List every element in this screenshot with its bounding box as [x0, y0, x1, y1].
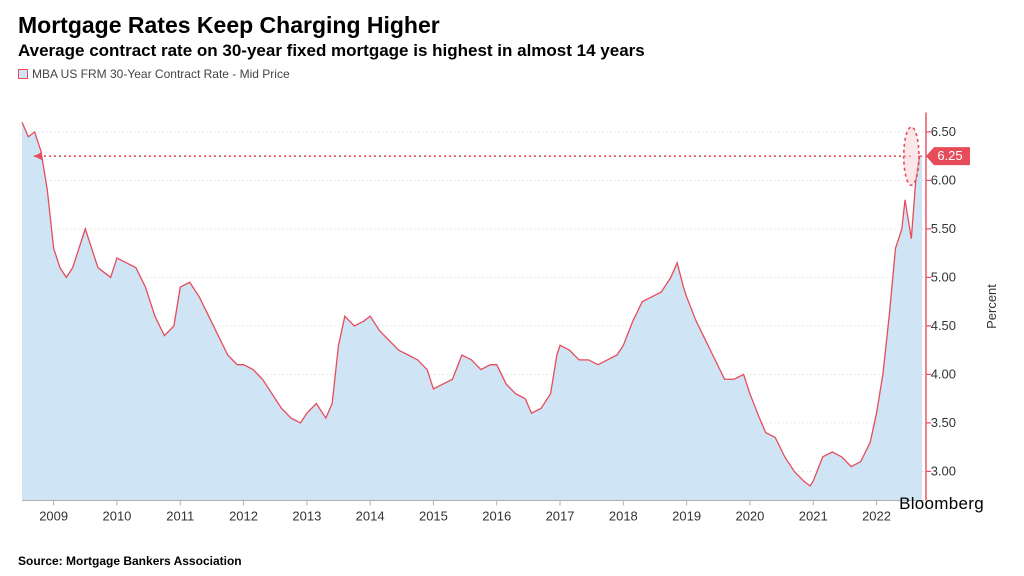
svg-text:5.00: 5.00 — [931, 269, 956, 284]
svg-text:3.00: 3.00 — [931, 463, 956, 478]
svg-text:2021: 2021 — [799, 509, 828, 524]
source-line: Source: Mortgage Bankers Association — [18, 554, 1006, 568]
svg-text:2013: 2013 — [292, 509, 321, 524]
svg-text:2017: 2017 — [546, 509, 575, 524]
legend: MBA US FRM 30-Year Contract Rate - Mid P… — [18, 67, 1006, 81]
svg-text:3.50: 3.50 — [931, 415, 956, 430]
svg-text:2016: 2016 — [482, 509, 511, 524]
svg-text:6.00: 6.00 — [931, 172, 956, 187]
svg-text:2009: 2009 — [39, 509, 68, 524]
svg-text:2010: 2010 — [102, 509, 131, 524]
svg-text:2020: 2020 — [735, 509, 764, 524]
legend-swatch — [18, 69, 28, 79]
svg-text:4.50: 4.50 — [931, 318, 956, 333]
chart-area: 3.00 3.50 4.00 4.50 5.00 5.50 6.00 6.50 2009 2010… — [18, 83, 1006, 550]
svg-text:2012: 2012 — [229, 509, 258, 524]
svg-text:2015: 2015 — [419, 509, 448, 524]
svg-text:2019: 2019 — [672, 509, 701, 524]
area-chart: 3.00 3.50 4.00 4.50 5.00 5.50 6.00 6.50 2009 2010… — [18, 83, 1006, 550]
svg-text:2018: 2018 — [609, 509, 638, 524]
chart-title: Mortgage Rates Keep Charging Higher — [18, 12, 1006, 39]
chart-subtitle: Average contract rate on 30-year fixed m… — [18, 41, 1006, 61]
svg-text:4.00: 4.00 — [931, 366, 956, 381]
svg-text:2011: 2011 — [166, 509, 194, 524]
svg-text:6.50: 6.50 — [931, 124, 956, 139]
svg-text:Percent: Percent — [984, 284, 999, 329]
legend-label: MBA US FRM 30-Year Contract Rate - Mid P… — [32, 67, 290, 81]
svg-text:2022: 2022 — [862, 509, 891, 524]
watermark: Bloomberg — [899, 494, 984, 514]
svg-text:5.50: 5.50 — [931, 221, 956, 236]
svg-text:2014: 2014 — [356, 509, 385, 524]
svg-text:6.25: 6.25 — [937, 148, 962, 163]
